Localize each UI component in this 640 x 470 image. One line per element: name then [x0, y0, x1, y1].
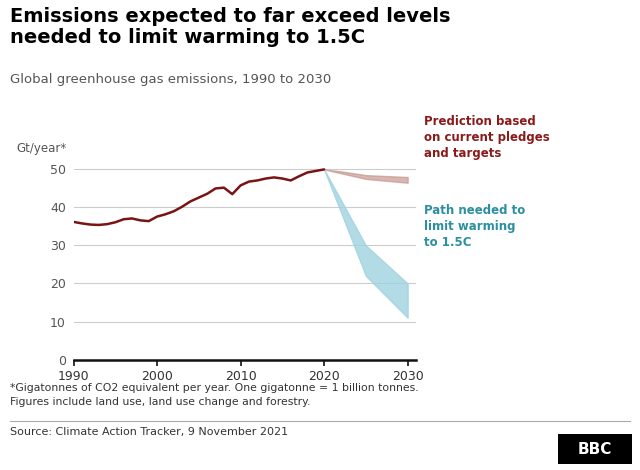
- Text: BBC: BBC: [578, 442, 612, 456]
- Text: Path needed to
limit warming
to 1.5C: Path needed to limit warming to 1.5C: [424, 204, 525, 250]
- Text: Source: Climate Action Tracker, 9 November 2021: Source: Climate Action Tracker, 9 Novemb…: [10, 427, 288, 437]
- Text: Emissions expected to far exceed levels
needed to limit warming to 1.5C: Emissions expected to far exceed levels …: [10, 7, 450, 47]
- Text: Global greenhouse gas emissions, 1990 to 2030: Global greenhouse gas emissions, 1990 to…: [10, 73, 331, 86]
- Text: *Gigatonnes of CO2 equivalent per year. One gigatonne = 1 billion tonnes.: *Gigatonnes of CO2 equivalent per year. …: [10, 383, 418, 393]
- Text: Prediction based
on current pledges
and targets: Prediction based on current pledges and …: [424, 115, 549, 160]
- Text: Figures include land use, land use change and forestry.: Figures include land use, land use chang…: [10, 397, 310, 407]
- Text: Gt/year*: Gt/year*: [16, 141, 67, 155]
